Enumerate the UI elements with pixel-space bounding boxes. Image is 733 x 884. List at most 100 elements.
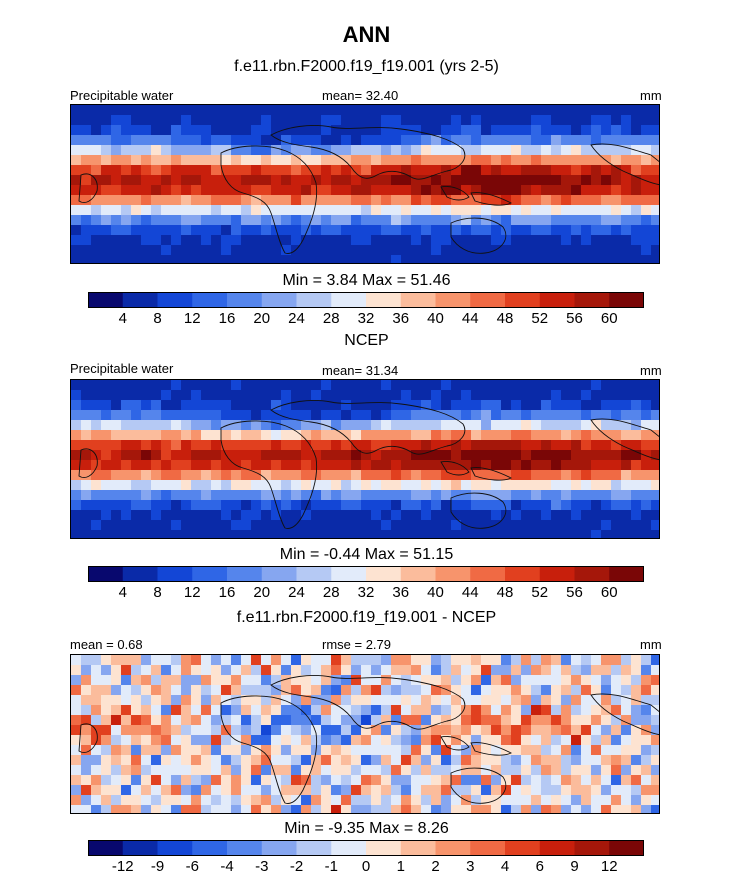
panel-1-title: f.e11.rbn.F2000.f19_f19.001 (yrs 2-5) — [234, 58, 499, 75]
field-cell — [241, 165, 252, 176]
field-cell — [261, 755, 272, 766]
field-cell — [581, 745, 592, 756]
field-cell — [171, 195, 182, 206]
field-cell — [181, 695, 192, 706]
field-cell — [471, 235, 482, 246]
field-cell — [111, 245, 122, 256]
field-cell — [291, 420, 302, 431]
field-cell — [351, 480, 362, 491]
field-cell — [391, 225, 402, 236]
field-cell — [451, 450, 462, 461]
field-cell — [121, 215, 132, 226]
field-cell — [571, 530, 582, 538]
panel-1-mean-label: mean= 32.40 — [322, 88, 399, 103]
field-cell — [611, 235, 622, 246]
field-cell — [81, 195, 92, 206]
field-cell — [561, 785, 572, 796]
field-cell — [651, 775, 659, 786]
field-cell — [361, 450, 372, 461]
field-cell — [381, 185, 392, 196]
field-cell — [181, 410, 192, 421]
field-cell — [341, 175, 352, 186]
field-cell — [211, 530, 222, 538]
field-cell — [121, 490, 132, 501]
field-cell — [101, 765, 112, 776]
field-cell — [571, 245, 582, 256]
field-cell — [431, 450, 442, 461]
panel-1-colorbar-labels: 4 8 12 16 20 24 28 32 36 40 44 48 52 56 60 — [88, 310, 644, 330]
field-cell — [371, 115, 382, 126]
field-cell — [321, 665, 332, 676]
field-cell — [261, 715, 272, 726]
field-cell — [501, 655, 512, 666]
field-cell — [131, 715, 142, 726]
field-cell — [541, 205, 552, 216]
field-cell — [101, 745, 112, 756]
field-cell — [421, 530, 432, 538]
field-cell — [341, 745, 352, 756]
field-cell — [611, 805, 622, 813]
field-cell — [291, 155, 302, 166]
field-cell — [71, 470, 82, 481]
field-cell — [511, 785, 522, 796]
field-cell — [211, 725, 222, 736]
field-cell — [401, 725, 412, 736]
field-cell — [541, 480, 552, 491]
field-cell — [311, 450, 322, 461]
field-cell — [441, 785, 452, 796]
field-cell — [631, 705, 642, 716]
field-cell — [241, 115, 252, 126]
field-cell — [151, 520, 162, 531]
field-cell — [141, 805, 152, 813]
field-cell — [171, 755, 182, 766]
field-cell — [451, 205, 462, 216]
field-cell — [571, 380, 582, 391]
field-cell — [111, 460, 122, 471]
field-cell — [361, 655, 372, 666]
field-cell — [131, 440, 142, 451]
field-cell — [371, 470, 382, 481]
field-cell — [571, 795, 582, 806]
field-cell — [81, 725, 92, 736]
field-cell — [591, 410, 602, 421]
field-cell — [591, 195, 602, 206]
field-cell — [531, 390, 542, 401]
field-cell — [271, 400, 282, 411]
field-cell — [391, 675, 402, 686]
field-cell — [191, 145, 202, 156]
field-cell — [551, 715, 562, 726]
field-cell — [251, 145, 262, 156]
colorbar-swatch — [609, 292, 644, 308]
field-cell — [561, 380, 572, 391]
field-cell — [201, 490, 212, 501]
field-cell — [171, 775, 182, 786]
field-cell — [141, 195, 152, 206]
field-cell — [401, 480, 412, 491]
field-cell — [471, 490, 482, 501]
field-cell — [511, 135, 522, 146]
field-cell — [551, 450, 562, 461]
field-cell — [101, 115, 112, 126]
field-cell — [171, 165, 182, 176]
coastline — [78, 448, 98, 478]
field-cell — [261, 480, 272, 491]
field-cell — [571, 755, 582, 766]
field-cell — [221, 225, 232, 236]
field-cell — [401, 430, 412, 441]
field-cell — [71, 125, 82, 136]
colorbar-swatch — [157, 292, 193, 308]
field-cell — [221, 400, 232, 411]
field-cell — [71, 430, 82, 441]
field-cell — [171, 765, 182, 776]
colorbar-tick-label: 4 — [118, 584, 127, 601]
field-cell — [141, 205, 152, 216]
field-cell — [171, 715, 182, 726]
field-cell — [591, 460, 602, 471]
field-cell — [421, 795, 432, 806]
field-cell — [211, 795, 222, 806]
field-cell — [601, 205, 612, 216]
field-cell — [581, 765, 592, 776]
field-cell — [211, 410, 222, 421]
field-cell — [571, 685, 582, 696]
field-cell — [471, 460, 482, 471]
